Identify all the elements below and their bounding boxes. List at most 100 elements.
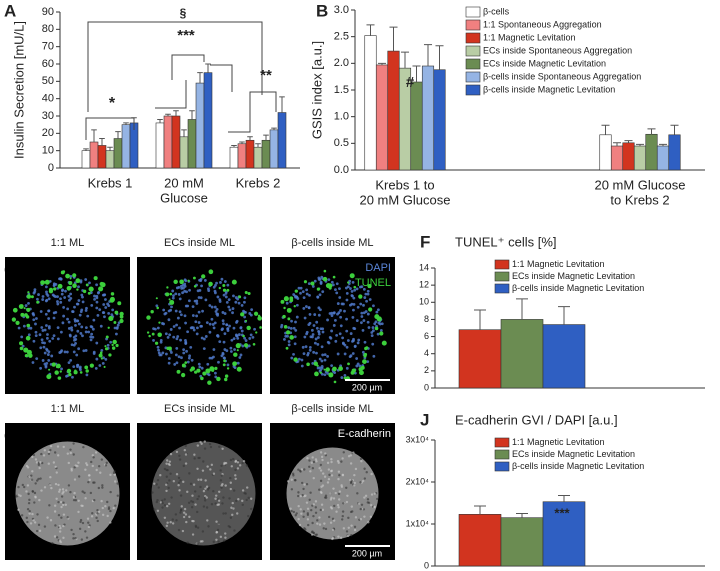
texture <box>336 459 340 463</box>
nucleus <box>175 323 178 327</box>
tunel-signal <box>244 291 248 295</box>
tunel-signal <box>193 276 196 280</box>
nucleus <box>52 282 56 286</box>
texture <box>205 506 209 509</box>
texture <box>182 515 186 519</box>
nucleus <box>183 284 187 288</box>
nucleus <box>328 312 332 315</box>
error-bar <box>99 138 105 146</box>
nucleus <box>326 340 330 344</box>
texture <box>19 494 22 498</box>
texture <box>292 474 295 477</box>
nucleus <box>101 293 105 297</box>
tunel-signal <box>222 283 226 288</box>
texture <box>316 522 319 525</box>
tunel-signal <box>48 289 54 294</box>
texture <box>229 516 233 519</box>
texture <box>35 529 39 533</box>
texture <box>246 486 249 489</box>
nucleus <box>302 352 306 356</box>
texture <box>373 492 377 495</box>
error-bar <box>123 122 129 125</box>
error-bar <box>165 113 171 116</box>
texture <box>84 497 87 500</box>
nucleus <box>190 358 194 362</box>
texture <box>49 483 52 487</box>
error-bar <box>423 44 433 66</box>
error-bar <box>115 131 121 139</box>
texture <box>93 498 96 502</box>
nucleus <box>330 364 334 368</box>
tunel-signal <box>253 311 259 316</box>
nucleus <box>47 350 51 354</box>
texture <box>219 535 223 539</box>
texture <box>159 474 162 477</box>
tunel-signal <box>53 287 57 291</box>
nucleus <box>34 330 38 334</box>
nucleus <box>213 305 217 309</box>
tunel-signal <box>119 318 124 324</box>
nucleus <box>333 371 337 375</box>
texture <box>354 467 358 471</box>
texture <box>191 494 194 497</box>
texture <box>340 484 343 487</box>
texture <box>353 473 356 477</box>
nucleus <box>222 293 226 297</box>
texture <box>346 494 349 497</box>
nucleus <box>72 350 76 354</box>
nucleus <box>306 353 310 357</box>
nucleus <box>179 284 183 288</box>
nucleus <box>294 329 298 332</box>
texture <box>232 489 236 492</box>
texture <box>27 492 30 496</box>
nucleus <box>208 330 212 334</box>
texture <box>208 442 212 446</box>
texture <box>320 485 323 489</box>
tunel-signal <box>325 283 332 289</box>
texture <box>79 520 82 524</box>
tunel-signal <box>173 279 178 285</box>
nucleus <box>183 289 187 293</box>
tunel-signal <box>365 346 369 350</box>
texture <box>190 506 194 509</box>
legend-swatch <box>494 271 510 282</box>
texture <box>155 483 158 486</box>
nucleus <box>222 340 226 344</box>
tunel-signal <box>282 314 286 319</box>
nucleus <box>321 353 325 357</box>
tunel-signal <box>207 380 212 385</box>
nucleus <box>341 341 345 345</box>
nucleus <box>341 336 345 340</box>
tunel-signal <box>19 341 24 346</box>
texture <box>51 541 54 545</box>
texture <box>197 478 200 481</box>
texture <box>207 486 211 490</box>
bar <box>458 329 502 389</box>
texture <box>318 488 321 491</box>
nucleus <box>162 308 166 312</box>
texture <box>184 444 187 448</box>
nucleus <box>198 365 202 369</box>
nucleus <box>295 303 299 307</box>
nucleus <box>60 292 64 296</box>
texture <box>43 449 47 452</box>
nucleus <box>222 322 225 326</box>
tunel-signal <box>316 364 319 367</box>
texture <box>30 474 33 477</box>
tunel-signal <box>283 325 288 329</box>
nucleus <box>339 315 343 319</box>
tunel-signal <box>110 292 115 296</box>
texture <box>331 517 335 521</box>
texture <box>191 533 195 536</box>
texture <box>363 477 367 480</box>
texture <box>183 507 187 511</box>
nucleus <box>45 336 49 340</box>
tunel-signal <box>54 370 59 375</box>
nucleus <box>178 297 182 301</box>
nucleus <box>292 352 295 356</box>
nucleus <box>300 364 304 368</box>
nucleus <box>231 311 234 315</box>
texture <box>338 498 341 501</box>
nucleus <box>345 286 348 290</box>
texture <box>169 521 172 524</box>
